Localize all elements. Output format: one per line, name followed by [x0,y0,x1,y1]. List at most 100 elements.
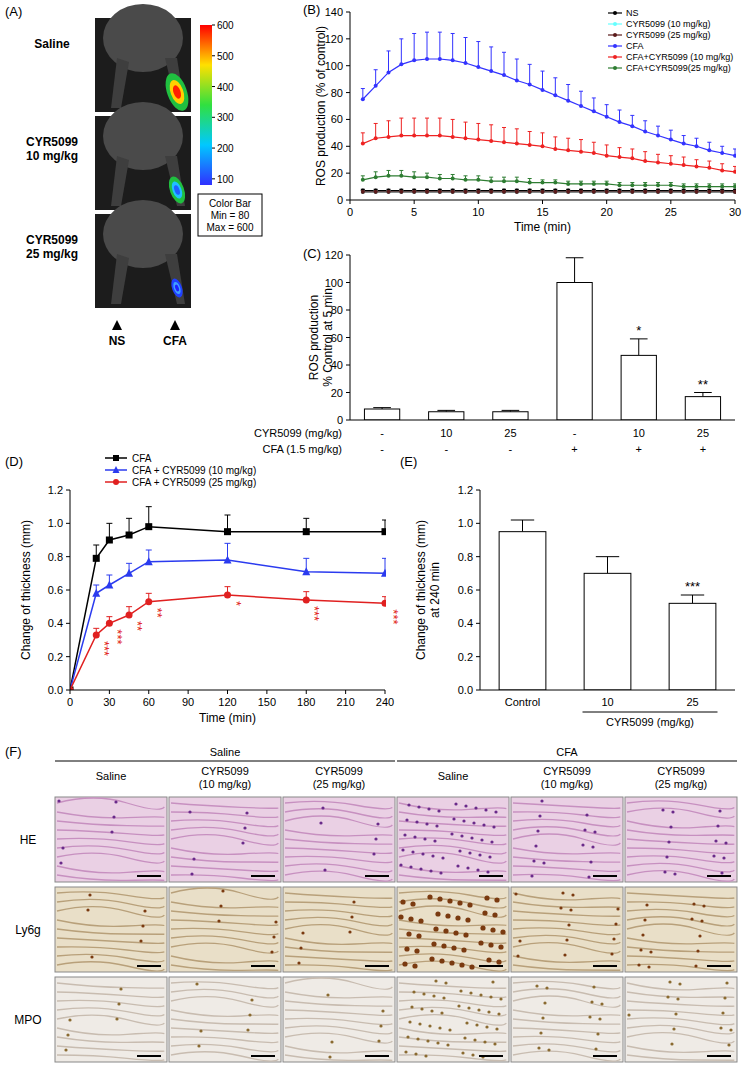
significance: * [229,601,244,606]
cell [485,1025,488,1028]
cell [406,931,411,936]
error-cap [579,181,583,182]
cell [583,828,586,831]
cell [592,985,595,988]
marker [382,600,387,607]
x-tick [670,200,671,204]
mouse-leg [165,254,185,304]
marker [579,150,583,154]
cell [585,813,588,816]
error-bar [528,132,532,145]
marker [605,115,609,119]
error-cap [361,132,365,133]
cell [59,861,62,864]
error-cap [656,182,660,183]
legend-label: CFA+CYR5099(25 mg/kg) [626,63,731,73]
y-tick [346,92,350,93]
cell [416,1037,419,1040]
x-tick-label: 30 [103,696,115,708]
column-label: CYR5099 [315,765,363,777]
error-cap [553,179,557,180]
x-tick [350,200,351,204]
fiber [285,1046,392,1053]
cell [456,864,459,867]
error-cap [553,77,557,78]
x-tick [385,690,386,694]
error-bar [596,557,619,574]
fiber [627,947,734,952]
y-title: Change of thickness (mm) [414,520,428,660]
y-tick [346,146,350,147]
column-label: (10 mg/kg) [541,778,594,790]
image-bg [511,977,623,1062]
error-cap [399,38,403,39]
cell [435,824,438,827]
group-header: Saline [210,746,241,758]
marker [515,190,519,194]
error-cap [643,120,647,121]
y-tick-label: 1.0 [48,517,63,529]
marker [438,190,442,194]
x-tick [606,200,607,204]
cell [377,1039,380,1042]
cell [598,1017,601,1020]
fiber [57,1055,164,1060]
table-row-label: CFA (1.5 mg/kg) [263,443,342,455]
fiber [399,821,506,826]
marker [643,130,647,134]
error-cap [707,161,711,162]
error-bar [451,33,455,60]
marker [682,185,686,189]
fiber [285,1033,392,1043]
y-tick-label: 0.8 [458,551,473,563]
cell [534,844,537,847]
cell [589,860,592,863]
marker [303,597,310,604]
y-tick-label: 0.0 [458,684,473,696]
fiber [399,920,506,926]
marker [106,620,113,627]
cell [418,1022,421,1025]
legend-label: NS [626,8,639,18]
marker [541,190,545,194]
error-bar [630,339,648,356]
error-cap [438,32,442,33]
y-tick-label: 0.0 [48,684,63,696]
cell [419,867,422,870]
y-tick-label: 20 [331,167,343,179]
fiber [57,929,164,934]
image-bg [625,797,737,882]
cell [241,841,244,844]
cell [541,1016,544,1019]
marker [592,151,596,155]
marker [630,190,634,194]
cell [484,808,487,811]
cell [416,933,421,938]
marker [656,183,660,187]
cell [248,1013,251,1016]
error-cap [476,123,480,124]
cell [482,910,487,915]
y-tick [346,255,350,256]
cell [470,836,473,839]
signal [171,84,182,100]
y-tick-label: 1.2 [458,484,473,496]
marker [464,61,468,65]
marker [489,190,493,194]
significance: ** [130,621,145,631]
cell [88,893,91,896]
cell [673,872,676,875]
scale-bar [593,1055,617,1057]
error-bar [528,64,532,84]
fiber [513,943,620,954]
marker [70,687,74,691]
error-cap [720,183,724,184]
marker [224,528,231,535]
error-line [581,91,582,106]
fiber [627,856,734,863]
marker [553,190,557,194]
histology-image [511,797,623,882]
legend-label: CFA + CYR5099 (10 mg/kg) [132,465,256,476]
histology-image [397,797,509,882]
error-line [452,119,453,136]
